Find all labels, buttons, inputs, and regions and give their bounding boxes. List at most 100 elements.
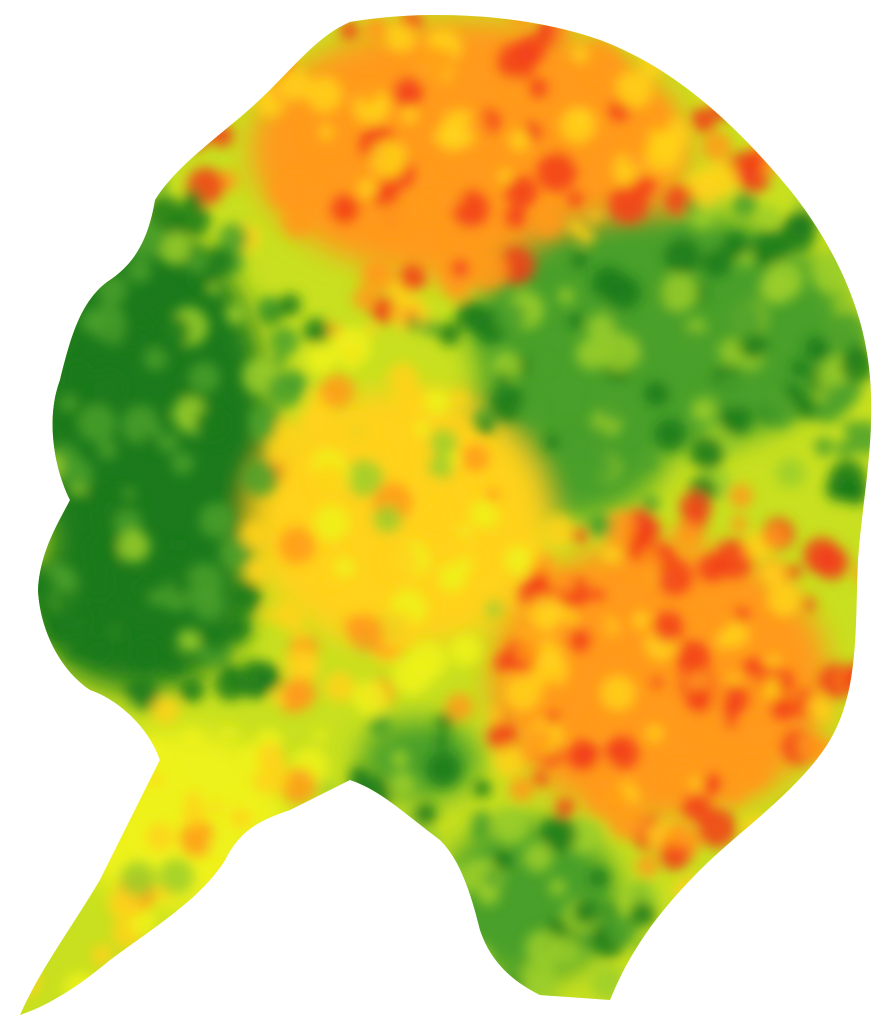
raster-speckle <box>69 764 110 805</box>
raster-speckle <box>20 171 36 193</box>
raster-speckle <box>832 92 857 117</box>
raster-speckle <box>171 538 184 552</box>
raster-speckle <box>734 607 750 623</box>
raster-speckle <box>683 983 706 1007</box>
raster-speckle <box>413 802 437 826</box>
raster-speckle <box>696 80 716 100</box>
raster-speckle <box>711 870 736 894</box>
raster-speckle <box>48 768 81 801</box>
raster-speckle <box>508 959 521 973</box>
raster-speckle <box>440 109 480 148</box>
raster-speckle <box>42 424 59 441</box>
raster-speckle <box>390 987 415 1012</box>
raster-speckle <box>257 296 280 319</box>
raster-speckle <box>188 361 221 394</box>
raster-speckle <box>143 347 168 371</box>
raster-speckle <box>567 739 599 772</box>
raster-speckle <box>134 139 170 175</box>
raster-speckle <box>586 777 627 818</box>
raster-speckle <box>218 536 253 570</box>
raster-speckle <box>125 961 160 997</box>
raster-speckle <box>823 949 855 982</box>
raster-speckle <box>672 882 687 896</box>
raster-speckle <box>676 934 709 967</box>
raster-speckle <box>47 263 71 288</box>
raster-speckle <box>822 59 837 74</box>
raster-speckle <box>389 771 416 798</box>
raster-speckle <box>719 402 752 436</box>
raster-speckle <box>765 893 790 918</box>
raster-speckle <box>505 206 527 228</box>
raster-speckle <box>223 615 250 642</box>
raster-speckle <box>532 355 549 373</box>
raster-speckle <box>691 106 717 133</box>
raster-speckle <box>801 1001 815 1015</box>
raster-speckle <box>775 67 797 90</box>
raster-speckle <box>673 520 703 551</box>
raster-speckle <box>269 175 303 209</box>
raster-speckle <box>20 524 33 550</box>
raster-speckle <box>71 376 100 405</box>
raster-speckle <box>673 15 687 24</box>
raster-speckle <box>600 675 636 711</box>
raster-speckle <box>429 92 446 109</box>
raster-speckle <box>437 562 467 593</box>
raster-speckle <box>40 728 81 769</box>
raster-speckle <box>497 42 536 81</box>
raster-speckle <box>660 962 690 992</box>
raster-speckle <box>398 832 429 863</box>
raster-speckle <box>208 832 234 859</box>
raster-speckle <box>536 151 577 192</box>
raster-speckle <box>690 776 706 792</box>
raster-speckle <box>801 955 836 990</box>
raster-speckle <box>112 624 127 639</box>
raster-speckle <box>636 854 659 877</box>
raster-speckle <box>346 459 383 497</box>
raster-speckle <box>412 924 436 948</box>
raster-speckle <box>305 75 343 113</box>
raster-speckle <box>690 436 724 470</box>
raster-speckle <box>777 942 805 969</box>
raster-speckle <box>830 153 860 184</box>
raster-speckle <box>445 693 474 721</box>
raster-speckle <box>588 519 602 532</box>
raster-speckle <box>20 926 29 945</box>
raster-speckle <box>396 872 429 905</box>
raster-speckle <box>149 773 163 787</box>
raster-speckle <box>356 80 381 104</box>
raster-speckle <box>777 678 793 694</box>
raster-speckle <box>545 711 560 725</box>
raster-speckle <box>669 352 694 377</box>
raster-speckle <box>793 109 808 124</box>
raster-speckle <box>305 969 344 1008</box>
raster-speckle <box>373 183 398 209</box>
raster-speckle <box>858 227 872 243</box>
raster-speckle <box>660 310 679 329</box>
raster-speckle <box>678 875 713 911</box>
raster-speckle <box>140 56 163 80</box>
raster-speckle <box>776 984 809 1015</box>
raster-speckle <box>609 741 625 757</box>
raster-speckle <box>96 371 126 401</box>
raster-speckle <box>469 473 481 486</box>
raster-speckle <box>224 26 261 63</box>
raster-speckle <box>548 878 567 896</box>
raster-speckle <box>158 231 192 265</box>
raster-speckle <box>300 405 336 441</box>
raster-speckle <box>58 62 93 96</box>
raster-speckle <box>334 556 356 579</box>
raster-speckle <box>126 257 152 283</box>
raster-speckle <box>327 324 341 337</box>
raster-speckle <box>229 581 261 613</box>
raster-speckle <box>433 964 460 991</box>
raster-speckle <box>120 861 157 897</box>
raster-speckle <box>361 259 396 294</box>
raster-speckle <box>313 729 326 742</box>
raster-speckle <box>722 778 746 802</box>
raster-speckle <box>758 206 780 228</box>
raster-speckle <box>660 272 699 312</box>
raster-speckle <box>380 543 419 582</box>
raster-speckle <box>200 647 215 662</box>
raster-speckle <box>493 745 525 777</box>
raster-speckle <box>207 959 239 992</box>
